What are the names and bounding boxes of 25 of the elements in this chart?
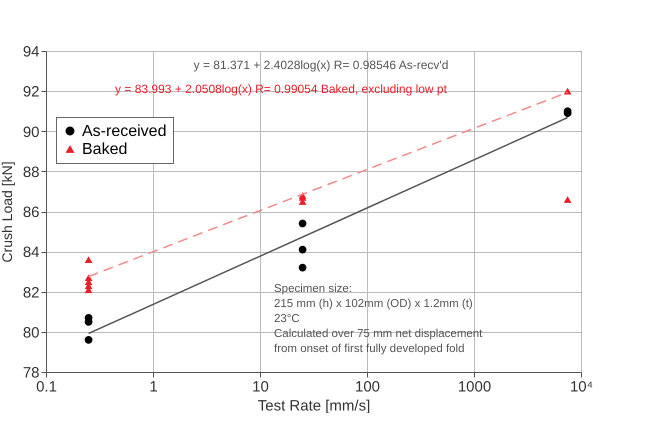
x-tick-label: 1000 <box>458 378 492 396</box>
annotation: y = 83.993 + 2.0508log(x) R= 0.99054 Baked, excluding low pt <box>115 82 448 96</box>
annotation: y = 81.371 + 2.4028log(x) R= 0.98546 As-recv'd <box>194 58 448 72</box>
annotation: Calculated over 75 mm net displacement <box>274 328 484 340</box>
y-tick-label: 80 <box>22 324 40 342</box>
annotation: 23°C <box>274 313 300 325</box>
y-axis-title: Crush Load [kN] <box>0 161 15 263</box>
x-tick-label: 10 <box>252 378 269 396</box>
x-tick-label: 0.1 <box>36 378 57 396</box>
x-tick-label: 10⁴ <box>570 378 594 396</box>
x-tick-label: 100 <box>354 378 380 396</box>
y-tick-label: 94 <box>22 44 40 60</box>
y-tick-label: 92 <box>22 84 40 101</box>
annotation: Specimen size: <box>274 283 352 295</box>
annotation: 215 mm (h) x 102mm (OD) x 1.2mm (t) <box>274 298 473 310</box>
y-tick-label: 82 <box>22 284 40 302</box>
y-tick-label: 86 <box>22 204 40 221</box>
y-tick-label: 88 <box>22 164 40 181</box>
annotation: from onset of first fully developed fold <box>274 343 464 355</box>
x-tick-label: 1 <box>149 378 158 396</box>
y-tick-label: 90 <box>22 124 40 141</box>
legend-label: Baked <box>82 141 128 158</box>
y-tick-label: 78 <box>22 364 40 382</box>
y-tick-label: 84 <box>22 244 40 262</box>
legend-label: As-received <box>82 123 166 140</box>
